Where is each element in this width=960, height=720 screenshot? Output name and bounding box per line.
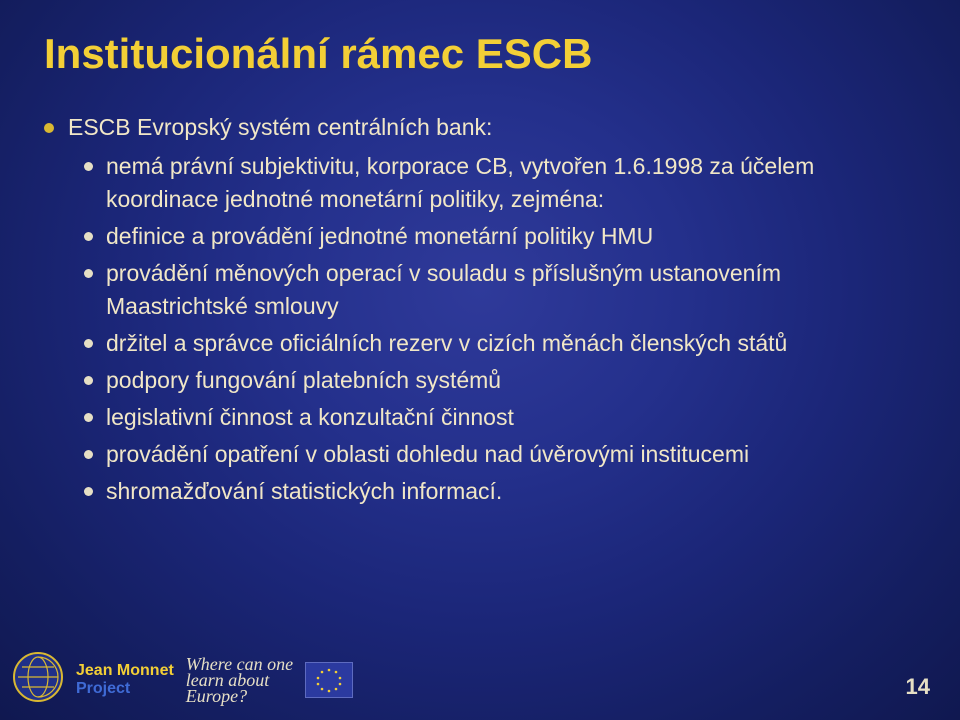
- slide-subtitle: ESCB Evropský systém centrálních bank:: [68, 114, 492, 141]
- tagline: Where can one learn about Europe?: [186, 656, 293, 704]
- bullet-level2-icon: [84, 339, 93, 348]
- slide-title: Institucionální rámec ESCB: [44, 30, 592, 78]
- list-item-text: legislativní činnost a konzultační činno…: [106, 401, 514, 434]
- list-item-text: shromažďování statistických informací.: [106, 475, 502, 508]
- list-item-text: podpory fungování platebních systémů: [106, 364, 501, 397]
- jean-monnet-text: Jean Monnet Project: [76, 662, 174, 698]
- eu-flag-icon: [305, 662, 353, 698]
- list-item: provádění opatření v oblasti dohledu nad…: [84, 438, 904, 471]
- list-item: podpory fungování platebních systémů: [84, 364, 904, 397]
- bullet-level2-icon: [84, 376, 93, 385]
- bullet-level2-icon: [84, 487, 93, 496]
- bullet-level2-icon: [84, 232, 93, 241]
- page-number: 14: [906, 674, 930, 700]
- list-item: shromažďování statistických informací.: [84, 475, 904, 508]
- list-item: legislativní činnost a konzultační činno…: [84, 401, 904, 434]
- list-item-text: nemá právní subjektivitu, korporace CB, …: [106, 150, 904, 216]
- bullet-level2-icon: [84, 450, 93, 459]
- list-item: definice a provádění jednotné monetární …: [84, 220, 904, 253]
- bullet-level2-icon: [84, 413, 93, 422]
- bullet-level2-icon: [84, 269, 93, 278]
- slide-subtitle-row: ESCB Evropský systém centrálních bank:: [44, 114, 492, 141]
- list-item: držitel a správce oficiálních rezerv v c…: [84, 327, 904, 360]
- list-item-text: provádění opatření v oblasti dohledu nad…: [106, 438, 749, 471]
- brand-line-2: Project: [76, 680, 174, 698]
- jean-monnet-logo: [12, 651, 64, 708]
- list-item: provádění měnových operací v souladu s p…: [84, 257, 904, 323]
- brand-line-1: Jean Monnet: [76, 662, 174, 680]
- tagline-line-3: Europe?: [186, 688, 293, 704]
- list-item-text: držitel a správce oficiálních rezerv v c…: [106, 327, 787, 360]
- list-item-text: provádění měnových operací v souladu s p…: [106, 257, 904, 323]
- list-item-text: definice a provádění jednotné monetární …: [106, 220, 653, 253]
- bullet-list: nemá právní subjektivitu, korporace CB, …: [84, 150, 904, 512]
- footer-branding: Jean Monnet Project Where can one learn …: [12, 651, 353, 708]
- bullet-level2-icon: [84, 162, 93, 171]
- bullet-level1-icon: [44, 123, 54, 133]
- list-item: nemá právní subjektivitu, korporace CB, …: [84, 150, 904, 216]
